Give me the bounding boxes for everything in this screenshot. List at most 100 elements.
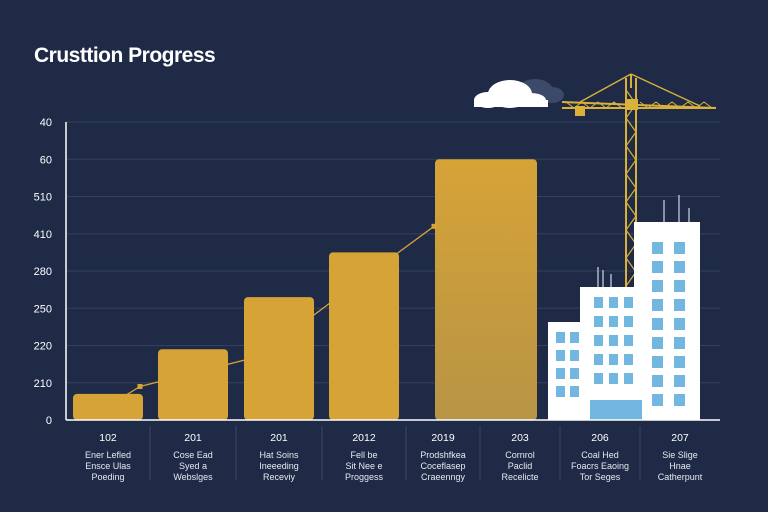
window xyxy=(556,332,565,343)
window xyxy=(570,368,579,379)
building-tall xyxy=(634,222,700,420)
x-tick-label: 207 xyxy=(671,432,689,444)
window xyxy=(570,386,579,397)
x-tick-label: 201 xyxy=(270,432,288,444)
window xyxy=(674,318,685,330)
window xyxy=(652,356,663,368)
window xyxy=(674,337,685,349)
x-caption-line: Sie Slige xyxy=(662,450,698,460)
window xyxy=(594,335,603,346)
window xyxy=(652,299,663,311)
x-tick-label: 2012 xyxy=(352,432,376,444)
y-tick-label: 60 xyxy=(40,154,52,166)
bar xyxy=(73,393,143,420)
window xyxy=(594,354,603,365)
x-caption-line: Paclid xyxy=(508,461,533,471)
bar xyxy=(244,297,314,420)
window xyxy=(674,261,685,273)
x-caption-line: Catherpunt xyxy=(658,472,703,482)
window xyxy=(674,242,685,254)
window xyxy=(652,375,663,387)
y-tick-label: 410 xyxy=(34,229,52,241)
trend-point xyxy=(137,383,143,389)
x-caption-line: Hat Soins xyxy=(259,450,299,460)
window xyxy=(652,280,663,292)
y-axis: 0 210 220 250 280 410 510 60 40 xyxy=(34,117,52,427)
x-caption-line: Coceflasep xyxy=(420,461,465,471)
x-caption-line: Hnae xyxy=(669,461,691,471)
x-caption-line: Craeenngy xyxy=(421,472,466,482)
window xyxy=(609,297,618,308)
x-caption-line: Fell be xyxy=(350,450,377,460)
y-tick-label: 510 xyxy=(34,192,52,204)
trend-point xyxy=(431,223,437,229)
x-caption-line: Tor Seges xyxy=(580,472,621,482)
window xyxy=(570,350,579,361)
x-caption-line: Sit Nee e xyxy=(345,461,382,471)
x-caption-line: Receviy xyxy=(263,472,296,482)
trend-layer xyxy=(109,223,437,406)
window xyxy=(624,316,633,327)
x-tick-label: 2019 xyxy=(431,432,455,444)
x-tick-label: 206 xyxy=(591,432,609,444)
window xyxy=(624,297,633,308)
window xyxy=(624,373,633,384)
x-caption-line: Coal Hed xyxy=(581,450,619,460)
y-tick-label: 210 xyxy=(34,378,52,390)
x-caption-line: Syed a xyxy=(179,461,207,471)
trend-point xyxy=(345,287,351,293)
y-tick-label: 280 xyxy=(34,266,52,278)
x-caption-line: Cose Ead xyxy=(173,450,213,460)
window xyxy=(594,297,603,308)
bar xyxy=(435,159,537,420)
window xyxy=(556,368,565,379)
y-tick-label: 220 xyxy=(34,341,52,353)
window xyxy=(674,356,685,368)
building-mid xyxy=(580,287,636,420)
window xyxy=(624,354,633,365)
crane-counterweight xyxy=(575,106,585,116)
antennas xyxy=(597,195,690,287)
window xyxy=(674,280,685,292)
window xyxy=(594,373,603,384)
windows xyxy=(556,242,685,406)
window xyxy=(674,375,685,387)
window xyxy=(674,394,685,406)
window xyxy=(556,350,565,361)
window xyxy=(594,316,603,327)
x-caption-line: Cornrol xyxy=(505,450,535,460)
y-tick-label: 0 xyxy=(46,415,52,427)
y-tick-label: 250 xyxy=(34,303,52,315)
building-illustration xyxy=(548,195,700,420)
x-caption-line: Recelicte xyxy=(501,472,538,482)
x-caption-line: Ensce Ulas xyxy=(85,461,131,471)
x-caption-line: Webslges xyxy=(173,472,213,482)
window xyxy=(609,354,618,365)
building-entrance xyxy=(590,400,642,420)
cloud-icon xyxy=(474,79,564,108)
x-caption-line: Ener Lefled xyxy=(85,450,131,460)
x-caption-line: Proggess xyxy=(345,472,384,482)
window xyxy=(652,394,663,406)
x-caption-line: Foacrs Eaoing xyxy=(571,461,629,471)
window xyxy=(652,337,663,349)
window xyxy=(624,335,633,346)
crane-illustration xyxy=(561,73,717,290)
x-caption-line: Poeding xyxy=(91,472,124,482)
window xyxy=(652,318,663,330)
bar xyxy=(158,349,228,420)
window xyxy=(674,299,685,311)
crane-cabin xyxy=(627,99,638,110)
window xyxy=(609,373,618,384)
crane-cables xyxy=(579,73,701,107)
window xyxy=(609,335,618,346)
x-tick-label: 201 xyxy=(184,432,202,444)
crane-jib xyxy=(561,101,717,109)
x-tick-label: 102 xyxy=(99,432,117,444)
x-caption-line: Ineeeding xyxy=(259,461,299,471)
window xyxy=(570,332,579,343)
window xyxy=(556,386,565,397)
